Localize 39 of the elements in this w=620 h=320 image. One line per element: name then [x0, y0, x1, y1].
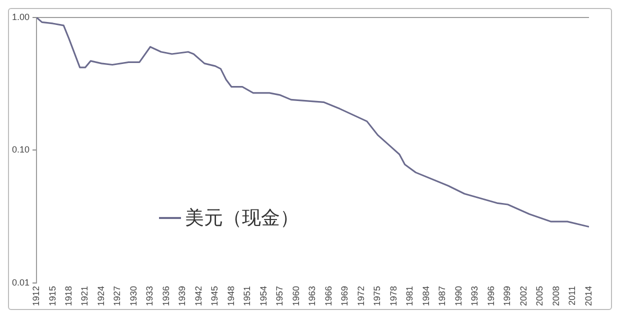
x-tick-label: 1990	[453, 286, 464, 306]
legend-label: 美元（现金）	[185, 206, 299, 231]
x-tick-label: 1963	[307, 286, 318, 306]
x-tick-label: 1984	[420, 286, 431, 306]
x-tick-label: 2005	[534, 286, 545, 306]
x-tick-label: 1954	[258, 286, 268, 306]
x-tick-label: 1921	[80, 286, 90, 306]
x-tick-label: 1996	[486, 286, 496, 306]
x-tick-label: 2014	[583, 286, 594, 306]
x-tick-label: 1915	[47, 286, 58, 306]
x-tick-label: 1993	[470, 286, 480, 306]
x-tick-label: 1960	[290, 286, 301, 306]
x-tick-label: 1972	[356, 286, 366, 306]
y-tick-label: 1.00	[12, 12, 30, 22]
x-tick-label: 1933	[144, 286, 155, 306]
x-tick-label: 1939	[177, 286, 188, 306]
x-tick-label: 1912	[31, 286, 41, 306]
x-tick-label: 1942	[193, 286, 204, 306]
x-tick-label: 1987	[437, 286, 448, 306]
x-tick-label: 2011	[567, 286, 578, 306]
x-tick-label: 2008	[550, 286, 561, 306]
x-tick-label: 1957	[274, 286, 285, 306]
x-tick-label: 1966	[323, 286, 334, 306]
x-tick-label: 1975	[372, 286, 382, 306]
x-tick-label: 1948	[226, 286, 236, 306]
x-tick-label: 1978	[388, 286, 398, 306]
x-tick-label: 1951	[242, 286, 252, 306]
x-tick-label: 1999	[502, 286, 512, 306]
x-tick-label: 1969	[340, 286, 350, 306]
x-tick-label: 1927	[112, 286, 122, 306]
x-tick-label: 1936	[160, 286, 171, 306]
x-tick-label: 1981	[404, 286, 415, 306]
x-tick-label: 1945	[210, 286, 220, 306]
x-tick-label: 2002	[518, 286, 528, 306]
x-tick-label: 1918	[64, 286, 74, 306]
y-tick-label: 0.01	[12, 277, 30, 288]
y-tick-label: 0.10	[12, 144, 30, 155]
x-tick-label: 1930	[128, 286, 138, 306]
x-tick-label: 1924	[96, 286, 106, 306]
